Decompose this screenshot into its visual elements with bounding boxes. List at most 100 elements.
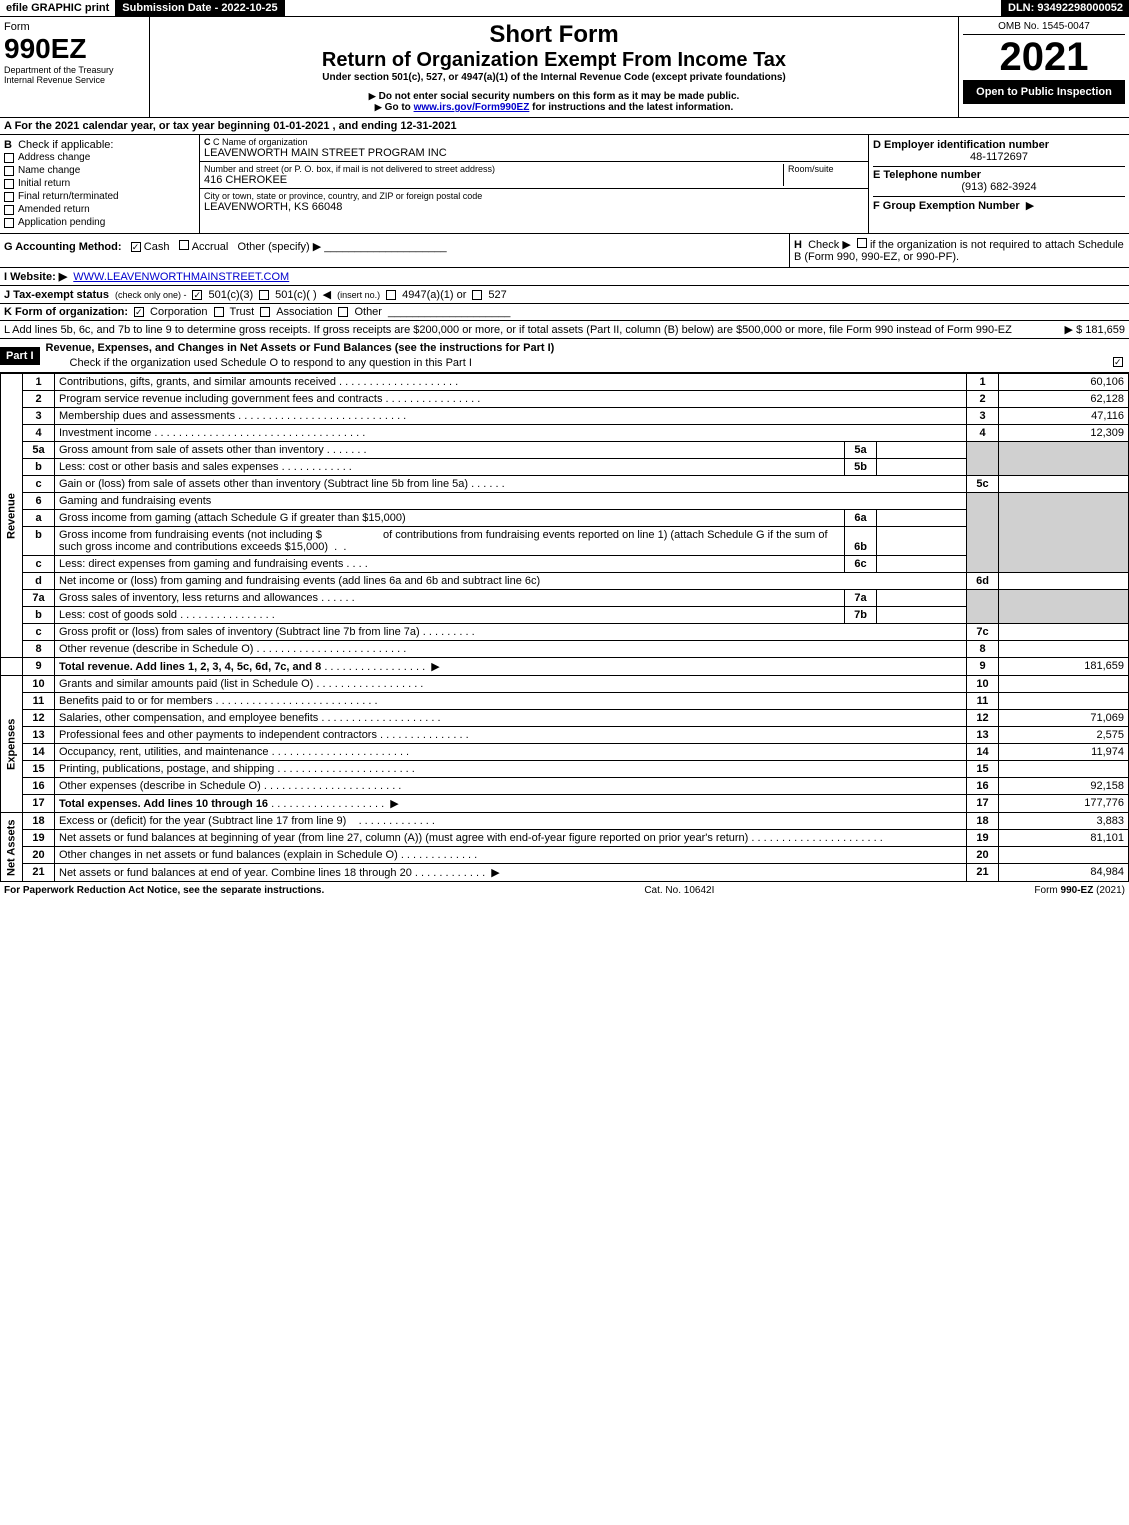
chk-name[interactable]: Name change <box>4 164 195 177</box>
data-table: Revenue 1 Contributions, gifts, grants, … <box>0 373 1129 882</box>
chk-accrual[interactable] <box>179 240 189 250</box>
chk-501c3[interactable] <box>192 290 202 300</box>
row9-rn: 9 <box>967 658 999 676</box>
row2-rn: 2 <box>967 391 999 408</box>
row15-val <box>999 761 1129 778</box>
row2-desc: Program service revenue including govern… <box>55 391 967 408</box>
row12-desc: Salaries, other compensation, and employ… <box>55 710 967 727</box>
line-a: A For the 2021 calendar year, or tax yea… <box>0 118 1129 135</box>
row7b-mn: 7b <box>845 607 877 624</box>
row5b-num: b <box>23 459 55 476</box>
row6a-mn: 6a <box>845 510 877 527</box>
group-label: F Group Exemption Number ▶ <box>873 196 1125 212</box>
row10-rn: 10 <box>967 676 999 693</box>
row18-val: 3,883 <box>999 813 1129 830</box>
city-label: City or town, state or province, country… <box>204 191 864 201</box>
row15-rn: 15 <box>967 761 999 778</box>
row14-num: 14 <box>23 744 55 761</box>
row6d-rn: 6d <box>967 573 999 590</box>
row21-rn: 21 <box>967 864 999 882</box>
tax-year: 2021 <box>963 35 1125 80</box>
row3-num: 3 <box>23 408 55 425</box>
open-public: Open to Public Inspection <box>963 80 1125 104</box>
part1-label: Part I <box>0 347 40 365</box>
row6b-num: b <box>23 527 55 556</box>
chk-501c[interactable] <box>259 290 269 300</box>
row5c-desc: Gain or (loss) from sale of assets other… <box>55 476 967 493</box>
header-center: Short Form Return of Organization Exempt… <box>150 17 959 117</box>
website-link[interactable]: WWW.LEAVENWORTHMAINSTREET.COM <box>73 271 289 283</box>
row4-num: 4 <box>23 425 55 442</box>
row5b-mv <box>877 459 967 476</box>
col-b: B Check if applicable: Address change Na… <box>0 135 200 233</box>
row10-num: 10 <box>23 676 55 693</box>
row6d-val <box>999 573 1129 590</box>
submission-date: Submission Date - 2022-10-25 <box>116 0 284 16</box>
chk-part1[interactable] <box>1113 357 1123 367</box>
goto-link[interactable]: www.irs.gov/Form990EZ <box>414 102 530 113</box>
row3-desc: Membership dues and assessments . . . . … <box>55 408 967 425</box>
row8-desc: Other revenue (describe in Schedule O) .… <box>55 641 967 658</box>
city-block: City or town, state or province, country… <box>200 189 868 215</box>
form-header: Form 990EZ Department of the Treasury In… <box>0 17 1129 118</box>
col-c: C C Name of organization LEAVENWORTH MAI… <box>200 135 869 233</box>
row5ab-rn <box>967 442 999 476</box>
row7a-mn: 7a <box>845 590 877 607</box>
row-gh: G Accounting Method: Cash Accrual Other … <box>0 234 1129 268</box>
row10-desc: Grants and similar amounts paid (list in… <box>55 676 967 693</box>
name-label: C C Name of organization <box>204 137 864 147</box>
row15-desc: Printing, publications, postage, and shi… <box>55 761 967 778</box>
row5c-num: c <box>23 476 55 493</box>
row10-val <box>999 676 1129 693</box>
chk-address[interactable]: Address change <box>4 151 195 164</box>
header-left: Form 990EZ Department of the Treasury In… <box>0 17 150 117</box>
row5a-mv <box>877 442 967 459</box>
chk-h[interactable] <box>857 238 867 248</box>
chk-cash[interactable] <box>131 242 141 252</box>
row8-val <box>999 641 1129 658</box>
chk-assoc[interactable] <box>260 307 270 317</box>
chk-final[interactable]: Final return/terminated <box>4 190 195 203</box>
row19-desc: Net assets or fund balances at beginning… <box>55 830 967 847</box>
box-l: L Add lines 5b, 6c, and 7b to line 9 to … <box>0 321 1129 339</box>
row15-num: 15 <box>23 761 55 778</box>
form-word: Form <box>4 21 145 33</box>
row6-desc: Gaming and fundraising events <box>55 493 967 510</box>
chk-4947[interactable] <box>386 290 396 300</box>
row14-desc: Occupancy, rent, utilities, and maintena… <box>55 744 967 761</box>
row7c-rn: 7c <box>967 624 999 641</box>
row6d-num: d <box>23 573 55 590</box>
return-title: Return of Organization Exempt From Incom… <box>154 49 954 72</box>
row5c-val <box>999 476 1129 493</box>
footer-right: Form 990-EZ (2021) <box>1034 885 1125 896</box>
phone: (913) 682-3924 <box>873 181 1125 193</box>
chk-corp[interactable] <box>134 307 144 317</box>
chk-trust[interactable] <box>214 307 224 317</box>
row7a-num: 7a <box>23 590 55 607</box>
chk-527[interactable] <box>472 290 482 300</box>
row17-rn: 17 <box>967 795 999 813</box>
row19-num: 19 <box>23 830 55 847</box>
col-d: D Employer identification number 48-1172… <box>869 135 1129 233</box>
chk-initial[interactable]: Initial return <box>4 177 195 190</box>
part1-title: Revenue, Expenses, and Changes in Net As… <box>40 339 1129 357</box>
row7c-num: c <box>23 624 55 641</box>
row4-val: 12,309 <box>999 425 1129 442</box>
row7c-val <box>999 624 1129 641</box>
revenue-label: Revenue <box>1 374 23 658</box>
top-bar: efile GRAPHIC print Submission Date - 20… <box>0 0 1129 17</box>
row6b-mn: 6b <box>845 527 877 556</box>
chk-pending[interactable]: Application pending <box>4 216 195 229</box>
goto: Go to www.irs.gov/Form990EZ for instruct… <box>154 102 954 113</box>
gross-receipts: $ 181,659 <box>1076 324 1125 336</box>
row21-desc: Net assets or fund balances at end of ye… <box>55 864 967 882</box>
row9-desc: Total revenue. Add lines 1, 2, 3, 4, 5c,… <box>55 658 967 676</box>
row5c-rn: 5c <box>967 476 999 493</box>
row6c-desc: Less: direct expenses from gaming and fu… <box>55 556 845 573</box>
row11-desc: Benefits paid to or for members . . . . … <box>55 693 967 710</box>
chk-amended[interactable]: Amended return <box>4 203 195 216</box>
chk-other-org[interactable] <box>338 307 348 317</box>
row1-num: 1 <box>23 374 55 391</box>
row6-rn-grey <box>967 493 999 573</box>
row6b-desc: Gross income from fundraising events (no… <box>55 527 845 556</box>
